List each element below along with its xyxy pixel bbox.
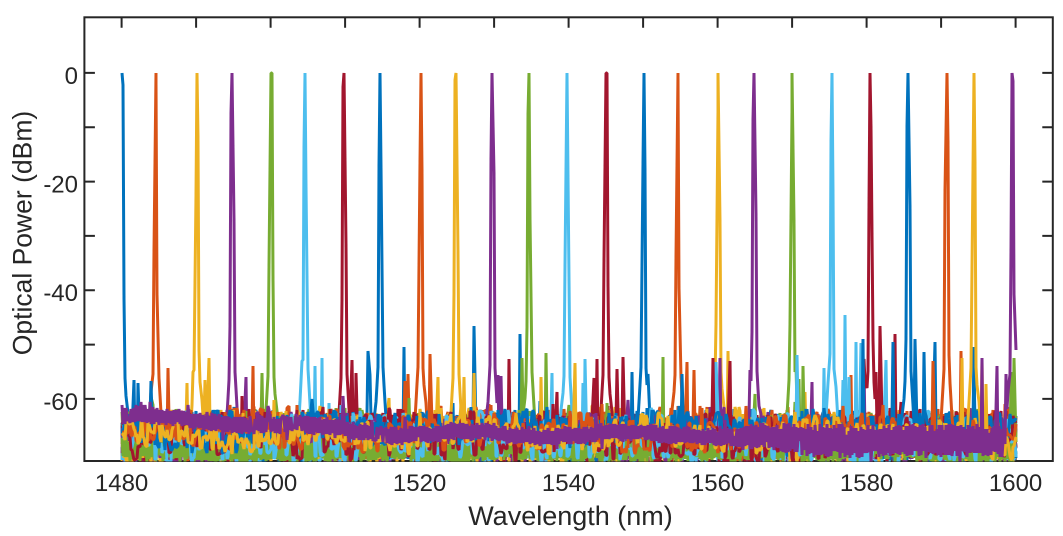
svg-text:1580: 1580 [840, 470, 893, 497]
svg-text:0: 0 [65, 63, 78, 90]
svg-text:Wavelength (nm): Wavelength (nm) [468, 501, 673, 531]
svg-text:-40: -40 [43, 280, 78, 307]
svg-text:1600: 1600 [989, 470, 1042, 497]
svg-text:1540: 1540 [542, 470, 595, 497]
svg-text:Optical Power (dBm): Optical Power (dBm) [8, 111, 38, 355]
svg-text:1500: 1500 [244, 470, 297, 497]
svg-text:-60: -60 [43, 389, 78, 416]
svg-text:1560: 1560 [691, 470, 744, 497]
svg-text:1480: 1480 [95, 470, 148, 497]
svg-text:1520: 1520 [393, 470, 446, 497]
svg-text:-20: -20 [43, 172, 78, 199]
